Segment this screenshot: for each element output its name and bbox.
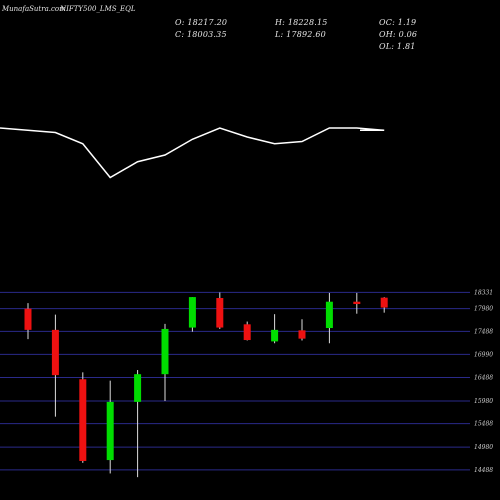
candle-body [353, 301, 361, 305]
candle-body [325, 301, 333, 329]
y-tick-label: 17488 [474, 328, 493, 335]
candle-body [51, 329, 59, 376]
oc-value: OC: 1.19 [379, 18, 417, 27]
oh-value: OH: 0.06 [379, 30, 418, 39]
ol-value: OL: 1.81 [379, 42, 416, 51]
candle-body [161, 328, 169, 375]
y-tick-label: 16488 [474, 375, 493, 382]
candle-body [24, 308, 32, 330]
candle-body [380, 297, 388, 308]
candle-body [134, 374, 142, 402]
y-tick-label: 17980 [474, 306, 493, 313]
symbol-name: NIFTY500_LMS_EQL [60, 5, 136, 13]
candle [243, 321, 251, 341]
candle [353, 292, 361, 314]
y-tick-label: 15980 [474, 398, 493, 405]
candle-body [298, 330, 306, 339]
close-value: C: 18003.35 [175, 30, 227, 39]
candle [188, 297, 196, 332]
candle-body [79, 379, 87, 461]
candle [24, 303, 32, 340]
y-tick-label: 15488 [474, 421, 493, 428]
candle [79, 372, 87, 463]
candle-body [216, 298, 224, 328]
candle [271, 314, 279, 344]
line-series [0, 127, 385, 179]
candle [380, 297, 388, 313]
candle [325, 292, 333, 344]
candle [106, 380, 114, 474]
candle-body [271, 329, 279, 342]
candle-body [106, 401, 114, 461]
y-tick-label: 16990 [474, 351, 493, 358]
candle [134, 370, 142, 478]
candle [51, 314, 59, 417]
y-tick-label: 14488 [474, 467, 493, 474]
candle [216, 292, 224, 329]
low-value: L: 17892.60 [275, 30, 326, 39]
high-value: H: 18228.15 [275, 18, 328, 27]
open-value: O: 18217.20 [175, 18, 228, 27]
y-tick-label: 14980 [474, 444, 493, 451]
site-title: MunafaSutra.com [2, 5, 66, 13]
candle [161, 323, 169, 401]
candle-body [188, 297, 196, 328]
y-tick-label: 18331 [474, 289, 493, 296]
candle-body [243, 324, 251, 341]
candle [298, 319, 306, 341]
